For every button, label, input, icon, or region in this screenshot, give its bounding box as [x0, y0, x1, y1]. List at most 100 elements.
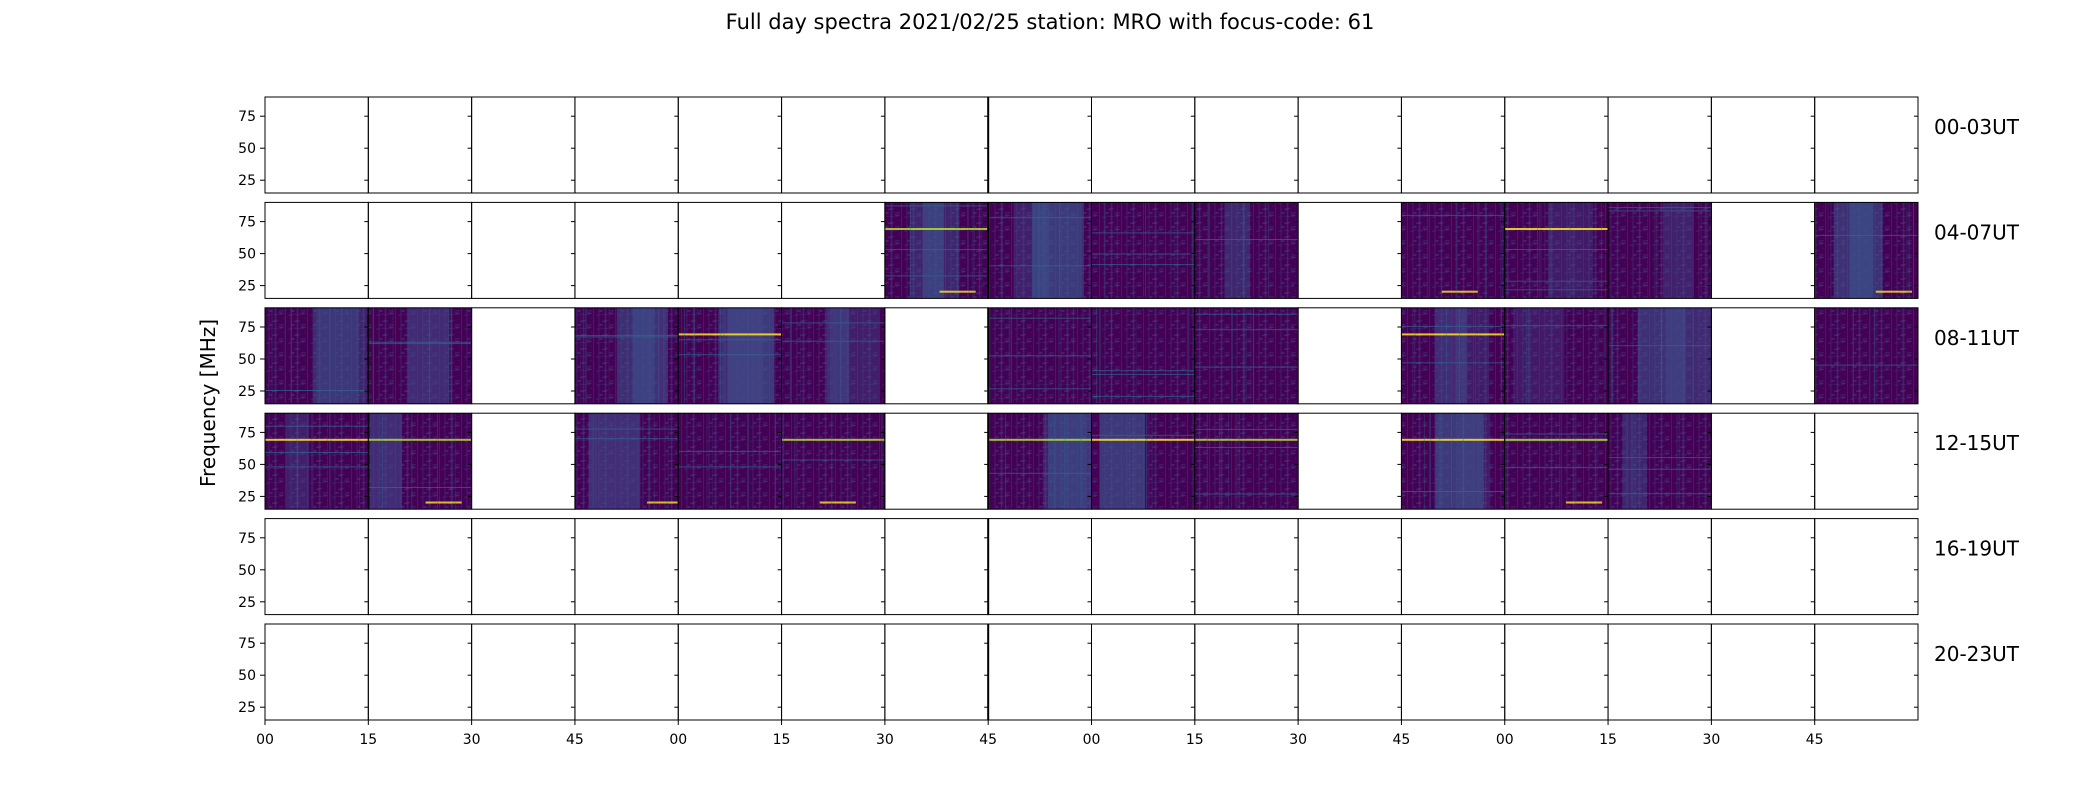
spectrum-panel: [574, 413, 679, 510]
y-tick-label: 75: [238, 215, 256, 231]
spectrum-panel: [574, 307, 679, 404]
x-tick-label: 45: [566, 732, 584, 748]
spectrum-panel: [988, 202, 1092, 299]
row-time-label: 08-11UT: [1934, 326, 2020, 350]
panel-frame: [367, 518, 473, 616]
panel-frame: [471, 412, 576, 510]
spectrum-panel: [678, 413, 782, 510]
panel-frame: [884, 307, 989, 405]
y-tick-label: 75: [238, 320, 256, 336]
panel-frame: [781, 96, 886, 194]
y-tick-label: 50: [238, 457, 256, 473]
panel-frame: [1400, 96, 1506, 194]
panel-frame: [471, 96, 576, 194]
x-tick-label: 15: [1186, 732, 1204, 748]
panel-frame: [1194, 623, 1299, 721]
panel-frame: [367, 201, 473, 299]
row-time-label: 20-23UT: [1934, 642, 2020, 666]
spectrum-panel: [265, 307, 369, 404]
spectrum-panel: [988, 413, 1092, 510]
y-tick-label: 75: [238, 109, 256, 125]
x-tick-label: 30: [876, 732, 894, 748]
panel-frame: [987, 623, 1092, 721]
panel-frame: [471, 623, 576, 721]
x-tick-label: 30: [1702, 732, 1720, 748]
row-time-label: 16-19UT: [1934, 537, 2020, 561]
row-time-label: 00-03UT: [1934, 115, 2020, 139]
panel-frame: [1194, 518, 1299, 616]
panel-frame: [884, 518, 989, 616]
spectrum-panel: [368, 413, 472, 510]
spectrum-panel: [1194, 413, 1299, 510]
panel-frame: [1814, 518, 1919, 616]
panel-frame: [1400, 518, 1506, 616]
panel-frame: [1814, 307, 1919, 405]
panel-frame: [264, 201, 369, 299]
spectrum-panel: [265, 413, 369, 510]
x-tick-label: 00: [256, 732, 274, 748]
panel-frame: [574, 623, 679, 721]
panel-frame: [1607, 96, 1712, 194]
x-tick-label: 45: [979, 732, 997, 748]
panel-frame: [1091, 623, 1196, 721]
panel-frame: [367, 623, 473, 721]
y-tick-label: 25: [238, 595, 256, 611]
panel-frame: [471, 307, 576, 405]
panel-frame: [264, 96, 369, 194]
panel-frame: [1297, 412, 1402, 510]
panel-frame: [264, 518, 369, 616]
x-tick-label: 30: [463, 732, 481, 748]
panel-frame: [367, 96, 473, 194]
spectrum-panel: [1194, 202, 1299, 299]
panel-frame: [1091, 96, 1196, 194]
y-tick-label: 50: [238, 563, 256, 579]
panel-frame: [1710, 412, 1816, 510]
y-tick-label: 50: [238, 668, 256, 684]
panel-frame: [781, 518, 886, 616]
spectrum-panel: [1401, 202, 1505, 299]
panel-frame: [1814, 201, 1919, 299]
x-tick-label: 30: [1289, 732, 1307, 748]
panel-frame: [1814, 623, 1919, 721]
panel-frame: [471, 201, 576, 299]
spectrum-panel: [1401, 307, 1505, 404]
panel-frame: [677, 96, 783, 194]
panel-frame: [574, 518, 679, 616]
panel-frame: [1297, 518, 1402, 616]
panel-frame: [781, 623, 886, 721]
panel-frame: [1091, 518, 1196, 616]
spectrum-panel: [1608, 307, 1712, 404]
y-tick-label: 25: [238, 700, 256, 716]
panel-frame: [1814, 96, 1919, 194]
panel-frame: [1607, 623, 1712, 721]
panel-frame: [1710, 307, 1816, 405]
chart-title: Full day spectra 2021/02/25 station: MRO…: [725, 10, 1375, 34]
panel-frame: [1710, 518, 1816, 616]
x-tick-label: 00: [669, 732, 687, 748]
spectrum-panel: [1608, 202, 1712, 299]
panel-frame: [1710, 201, 1816, 299]
panel-frame: [1710, 96, 1816, 194]
spectrum-panel: [1194, 307, 1299, 404]
panel-frame: [1710, 623, 1816, 721]
x-tick-label: 45: [1806, 732, 1824, 748]
spectrum-panel: [678, 307, 782, 404]
y-tick-label: 25: [238, 279, 256, 295]
panel-frame: [677, 201, 783, 299]
spectrum-panel: [781, 307, 885, 404]
spectrum-panel: [1091, 307, 1195, 404]
panel-frame: [987, 96, 1092, 194]
panel-frame: [1504, 518, 1609, 616]
panel-frame: [471, 518, 576, 616]
panel-frame: [677, 518, 783, 616]
spectrum-panel: [988, 307, 1092, 404]
x-tick-label: 15: [1599, 732, 1617, 748]
panel-frame: [1400, 623, 1506, 721]
spectrum-panel: [368, 307, 472, 404]
x-tick-label: 15: [773, 732, 791, 748]
row-time-label: 04-07UT: [1934, 220, 2020, 244]
x-tick-label: 45: [1393, 732, 1411, 748]
y-tick-label: 75: [238, 425, 256, 441]
spectrum-panel: [1504, 307, 1609, 404]
